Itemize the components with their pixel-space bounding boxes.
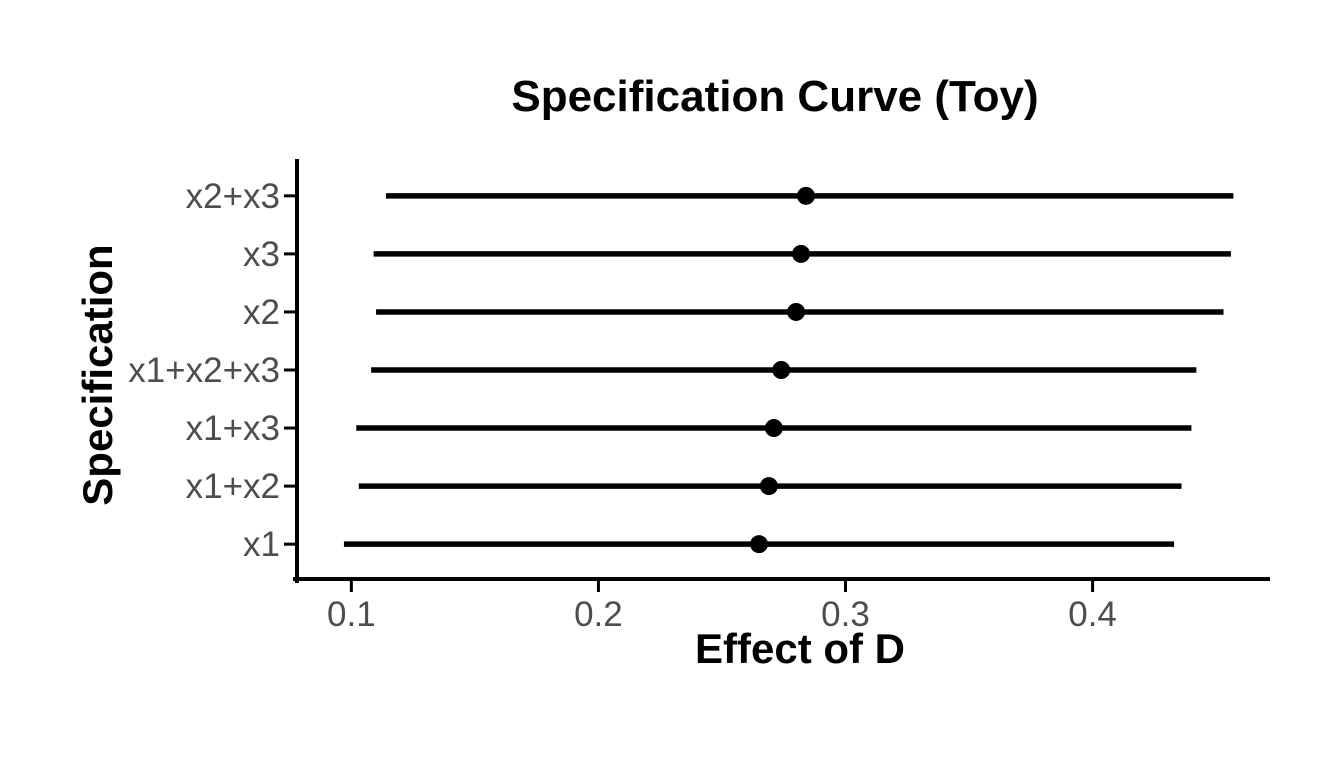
- x-axis-tick-label-0.2: 0.2: [574, 595, 623, 634]
- y-axis-tick-label-x3: x3: [243, 235, 280, 274]
- y-axis-tick-label-x2-x3: x2+x3: [186, 177, 280, 216]
- chart-title: Specification Curve (Toy): [511, 72, 1038, 121]
- point-x1-x3: [764, 419, 783, 438]
- y-axis-tick-label-x1-x2: x1+x2: [186, 467, 280, 506]
- x-axis-title: Effect of D: [695, 625, 905, 672]
- y-axis-tick-label-x2: x2: [243, 293, 280, 332]
- x-axis-tick-label-0.4: 0.4: [1068, 595, 1117, 634]
- x-axis-tick-label-0.3: 0.3: [821, 595, 870, 634]
- y-axis-tick-label-x1: x1: [243, 525, 280, 564]
- x-axis-tick-label-0.1: 0.1: [327, 595, 376, 634]
- point-x2-x3: [796, 186, 815, 205]
- point-x1-x2-x3: [772, 361, 791, 379]
- point-x2: [787, 302, 806, 321]
- point-x1-x2: [759, 477, 778, 496]
- point-x1: [750, 535, 769, 554]
- point-x3: [792, 244, 811, 263]
- y-axis-tick-label-x1-x3: x1+x3: [186, 409, 280, 448]
- y-axis-tick-label-x1-x2-x3: x1+x2+x3: [128, 351, 280, 390]
- y-axis-title: Specification: [74, 244, 121, 505]
